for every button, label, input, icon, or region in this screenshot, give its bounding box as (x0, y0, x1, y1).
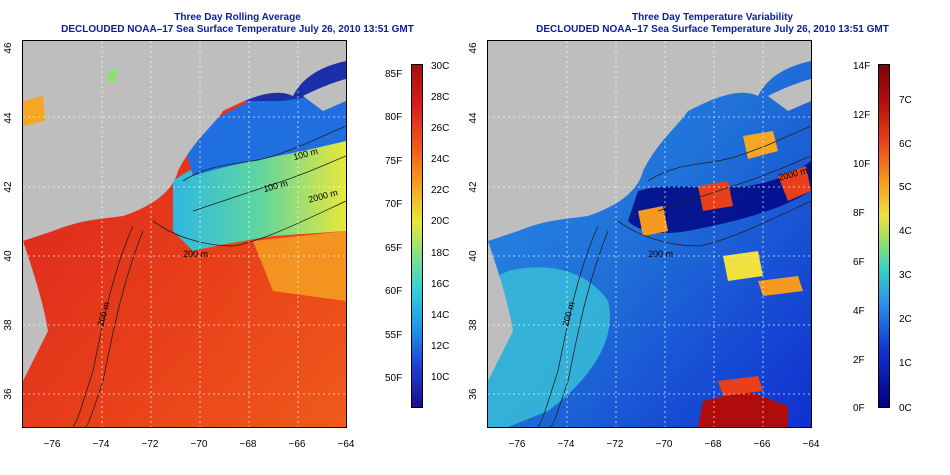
colorbar-label-c: 12C (431, 341, 450, 352)
sst-average-map: 100 m 2000 m 100 m 200 m 200 m (22, 40, 347, 428)
colorbar-label-c: 18C (431, 248, 450, 259)
colorbar-label-f: 80F (385, 112, 403, 123)
colorbar-label-f: 8F (853, 208, 865, 219)
high-variability-patch (698, 391, 788, 427)
lon-tick: −76 (508, 439, 526, 450)
lon-tick: −66 (753, 439, 771, 450)
lat-lon-grid (23, 41, 346, 427)
colorbar-label-f: 12F (853, 110, 871, 121)
lon-tick: −66 (288, 439, 306, 450)
lat-tick: 42 (3, 181, 14, 193)
lat-tick: 38 (3, 319, 14, 331)
right-panel: Three Day Temperature Variability DECLOU… (468, 0, 950, 475)
lon-tick: −68 (704, 439, 722, 450)
colorbar-label-c: 26C (431, 123, 450, 134)
colorbar-label-c: 10C (431, 372, 450, 383)
colorbar-label-c: 30C (431, 61, 450, 72)
lat-tick: 46 (3, 42, 14, 54)
lat-tick: 44 (468, 112, 479, 124)
left-title: Three Day Rolling Average (174, 12, 301, 23)
colorbar-label-f: 6F (853, 257, 865, 268)
lon-tick: −72 (606, 439, 624, 450)
colorbar-label-f: 0F (853, 403, 865, 414)
colorbar-label-f: 70F (385, 199, 403, 210)
lat-tick: 46 (468, 42, 479, 54)
colorbar-label-c: 3C (899, 270, 912, 281)
lon-tick: −64 (802, 439, 820, 450)
colorbar-label-c: 5C (899, 182, 912, 193)
colorbar-label-c: 7C (899, 95, 912, 106)
colorbar-label-c: 0C (899, 403, 912, 414)
colorbar-label-f: 10F (853, 159, 871, 170)
lon-tick: −74 (92, 439, 110, 450)
lat-tick: 42 (468, 181, 479, 193)
land-mass (488, 41, 811, 241)
colorbar-label-c: 20C (431, 216, 450, 227)
lon-tick: −70 (655, 439, 673, 450)
colorbar-label-f: 50F (385, 373, 403, 384)
sst-variability-map: 2000 m 200 m 200 m (487, 40, 812, 428)
colorbar-label-c: 2C (899, 314, 912, 325)
lat-tick: 36 (468, 388, 479, 400)
right-title: Three Day Temperature Variability (632, 12, 793, 23)
lon-tick: −74 (557, 439, 575, 450)
colorbar-label-c: 1C (899, 358, 912, 369)
lat-tick: 38 (468, 319, 479, 331)
left-subtitle: DECLOUDED NOAA–17 Sea Surface Temperatur… (61, 24, 414, 35)
colorbar-label-c: 28C (431, 92, 450, 103)
contour-line (182, 125, 346, 182)
lon-tick: −76 (43, 439, 61, 450)
colorbar-label-f: 85F (385, 69, 403, 80)
lat-tick: 44 (3, 112, 14, 124)
lat-lon-grid (488, 41, 811, 427)
colorbar-label-f: 65F (385, 243, 403, 254)
colorbar-label-c: 6C (899, 139, 912, 150)
colorbar-label-c: 16C (431, 279, 450, 290)
right-subtitle: DECLOUDED NOAA–17 Sea Surface Temperatur… (536, 24, 889, 35)
lat-tick: 36 (3, 388, 14, 400)
colorbar-label-f: 4F (853, 306, 865, 317)
colorbar-label-f: 75F (385, 156, 403, 167)
contour-line (647, 125, 811, 182)
lon-tick: −70 (190, 439, 208, 450)
lat-tick: 40 (3, 250, 14, 262)
colorbar-label-c: 24C (431, 154, 450, 165)
contour-label: 200 m (648, 249, 674, 259)
lat-tick: 40 (468, 250, 479, 262)
lon-tick: −68 (239, 439, 257, 450)
lon-tick: −64 (337, 439, 355, 450)
colorbar-label-c: 14C (431, 310, 450, 321)
left-panel: Three Day Rolling Average DECLOUDED NOAA… (3, 12, 450, 450)
contour-label: 200 m (183, 249, 209, 259)
colorbar-label-c: 4C (899, 226, 912, 237)
colorbar-label-f: 55F (385, 330, 403, 341)
land-mass (23, 41, 346, 241)
colorbar-label-f: 14F (853, 61, 871, 72)
colorbar-label-f: 2F (853, 355, 865, 366)
variability-colorbar (878, 64, 890, 408)
colorbar-label-c: 22C (431, 185, 450, 196)
lon-tick: −72 (141, 439, 159, 450)
sst-colorbar (411, 64, 423, 408)
colorbar-label-f: 60F (385, 286, 403, 297)
